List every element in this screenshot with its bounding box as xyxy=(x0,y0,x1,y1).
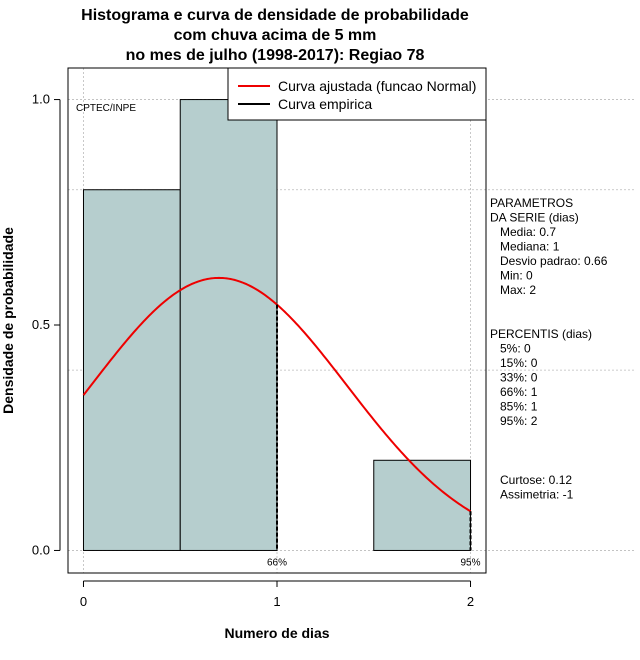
series-parameter-line: Mediana: 1 xyxy=(490,240,560,254)
percentile-marker-label: 66% xyxy=(267,557,287,568)
legend-entry-label: Curva empirica xyxy=(278,96,372,112)
percentile-line: 95%: 2 xyxy=(490,414,538,428)
legend-entry-label: Curva ajustada (funcao Normal) xyxy=(278,78,476,94)
axes: 0 1 2 0.0 0.5 1.0 Numero de dias Densidade de p… xyxy=(0,92,474,641)
y-tick-label: 0.0 xyxy=(32,542,50,557)
y-tick-label: 0.5 xyxy=(32,317,50,332)
percentile-line: 85%: 1 xyxy=(490,400,538,414)
x-axis-title: Numero de dias xyxy=(224,625,329,641)
percentile-line: PERCENTIS (dias) xyxy=(490,327,592,341)
series-parameter-line: Media: 0.7 xyxy=(490,225,556,239)
percentile-line: 15%: 0 xyxy=(490,356,538,370)
percentile-marker-label: 95% xyxy=(461,557,481,568)
series-parameter-line: Min: 0 xyxy=(490,269,533,283)
histogram-bar xyxy=(373,459,472,551)
shape-statistic-line: Assimetria: -1 xyxy=(500,488,574,502)
shape-statistic-line: Curtose: 0.12 xyxy=(500,473,572,487)
series-parameter-line: Max: 2 xyxy=(490,283,536,297)
percentile-markers: 66% 95% xyxy=(267,304,481,568)
chart-title: Histograma e curva de densidade de proba… xyxy=(81,7,469,64)
chart-title-line: Histograma e curva de densidade de proba… xyxy=(81,7,469,24)
histogram-bar xyxy=(179,99,278,551)
series-parameter-line: PARAMETROS xyxy=(490,196,573,210)
series-parameter-line: DA SERIE (dias) xyxy=(490,211,579,225)
histogram-bar xyxy=(82,189,181,551)
percentile-line: 33%: 0 xyxy=(490,371,538,385)
x-tick-label: 1 xyxy=(273,594,280,609)
y-tick-label: 1.0 xyxy=(32,92,50,107)
legend: Curva ajustada (funcao Normal) Curva empi… xyxy=(227,67,487,121)
chart-title-line: com chuva acima de 5 mm xyxy=(174,27,377,44)
percentile-line: 5%: 0 xyxy=(490,342,531,356)
percentile-line: 66%: 1 xyxy=(490,385,538,399)
histogram-bars xyxy=(82,99,472,551)
watermark-label: CPTEC/INPE xyxy=(76,103,136,114)
chart-title-line: no mes de julho (1998-2017): Regiao 78 xyxy=(126,47,425,64)
series-parameter-line: Desvio padrao: 0.66 xyxy=(490,254,608,268)
x-tick-label: 0 xyxy=(80,594,87,609)
legend-box xyxy=(227,67,487,121)
y-axis-title: Densidade de probabilidade xyxy=(0,227,16,414)
x-tick-label: 2 xyxy=(467,594,474,609)
